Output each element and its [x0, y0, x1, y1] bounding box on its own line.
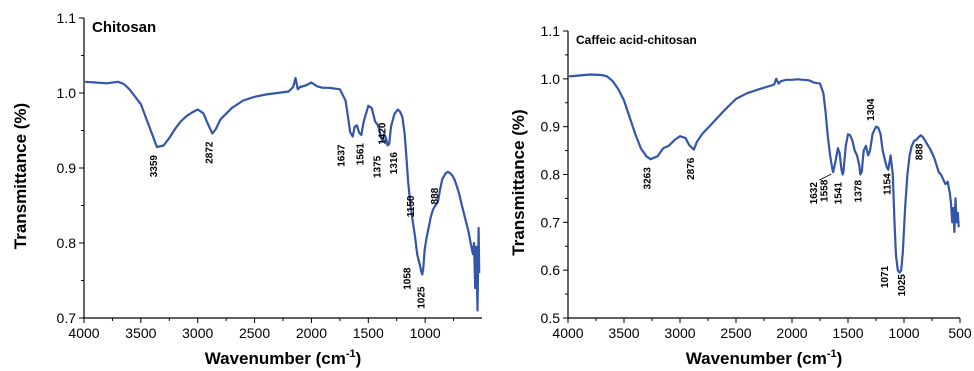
y-tick-label: 0.7 — [541, 214, 561, 230]
x-tick-label: 2000 — [296, 325, 327, 341]
peak-label: 3359 — [149, 155, 160, 178]
peak-label: 1558 — [820, 179, 831, 202]
x-tick-label: 2500 — [239, 325, 270, 341]
x-tick-label: 3500 — [608, 325, 639, 341]
x-tick-label: 2000 — [776, 325, 807, 341]
y-tick-label: 1.0 — [541, 71, 561, 87]
x-tick-label: 4000 — [68, 325, 99, 341]
peak-label: 1071 — [880, 265, 891, 288]
peak-label: 888 — [430, 187, 441, 204]
y-axis-label: Transmittance (%) — [509, 109, 528, 255]
peak-label: 2876 — [686, 157, 697, 180]
peak-label: 1304 — [866, 98, 877, 121]
panel-title: Chitosan — [92, 19, 156, 36]
y-axis-label: Transmittance (%) — [11, 103, 30, 249]
peak-label: 1637 — [337, 144, 348, 167]
spectrum-line — [85, 76, 481, 312]
x-axis-label: Wavenumber (cm-1) — [205, 348, 362, 368]
y-tick-label: 0.9 — [57, 160, 77, 176]
y-tick-label: 0.8 — [541, 167, 561, 183]
peak-label: 1025 — [897, 274, 908, 297]
x-tick-label: 1000 — [888, 325, 919, 341]
x-tick-label: 1000 — [410, 325, 441, 341]
x-tick-label: 3000 — [182, 325, 213, 341]
peak-label: 1150 — [406, 195, 417, 217]
peak-label: 1025 — [416, 286, 427, 309]
peak-label: 1561 — [355, 143, 366, 166]
x-tick-label: 3000 — [664, 325, 695, 341]
peak-label: 1378 — [854, 180, 865, 203]
peak-label: 2872 — [204, 141, 215, 164]
y-tick-label: 0.5 — [541, 310, 561, 326]
x-tick-label: 500 — [948, 325, 972, 341]
x-tick-label: 2500 — [720, 325, 751, 341]
y-tick-label: 1.0 — [57, 85, 77, 101]
y-tick-label: 1.1 — [57, 10, 77, 26]
peak-leader-line — [819, 173, 832, 181]
peak-label: 1316 — [389, 152, 400, 175]
x-tick-label: 1500 — [832, 325, 863, 341]
y-tick-label: 0.7 — [57, 310, 77, 326]
y-tick-label: 1.1 — [541, 23, 561, 39]
peak-label: 1420 — [377, 122, 388, 145]
peak-label: 1375 — [373, 155, 384, 178]
y-tick-label: 0.6 — [541, 262, 561, 278]
y-tick-label: 0.9 — [541, 119, 561, 135]
chitosan-spectrum-panel: 4000 3500 3000 2500 2000 1500 1000 0.7 0.8 0.9 1.0… — [11, 10, 482, 368]
x-tick-label: 1500 — [353, 325, 384, 341]
peak-label: 3263 — [643, 167, 654, 190]
peak-label: 888 — [915, 143, 926, 160]
panel-title: Caffeic acid-chitosan — [576, 33, 697, 47]
caffeic-acid-chitosan-spectrum-panel: 4000 3500 3000 2500 2000 1500 1000 500 0.5 0.6 0.7… — [509, 23, 972, 368]
x-tick-label: 3500 — [125, 325, 156, 341]
x-axis-label: Wavenumber (cm-1) — [686, 348, 843, 368]
peak-label: 1632 — [809, 182, 820, 205]
peak-label: 1154 — [883, 173, 894, 195]
peak-label: 1541 — [833, 182, 844, 205]
peak-label: 1058 — [403, 267, 414, 290]
x-tick-label: 4000 — [552, 325, 583, 341]
spectrum-line — [569, 73, 960, 274]
y-tick-label: 0.8 — [57, 235, 77, 251]
